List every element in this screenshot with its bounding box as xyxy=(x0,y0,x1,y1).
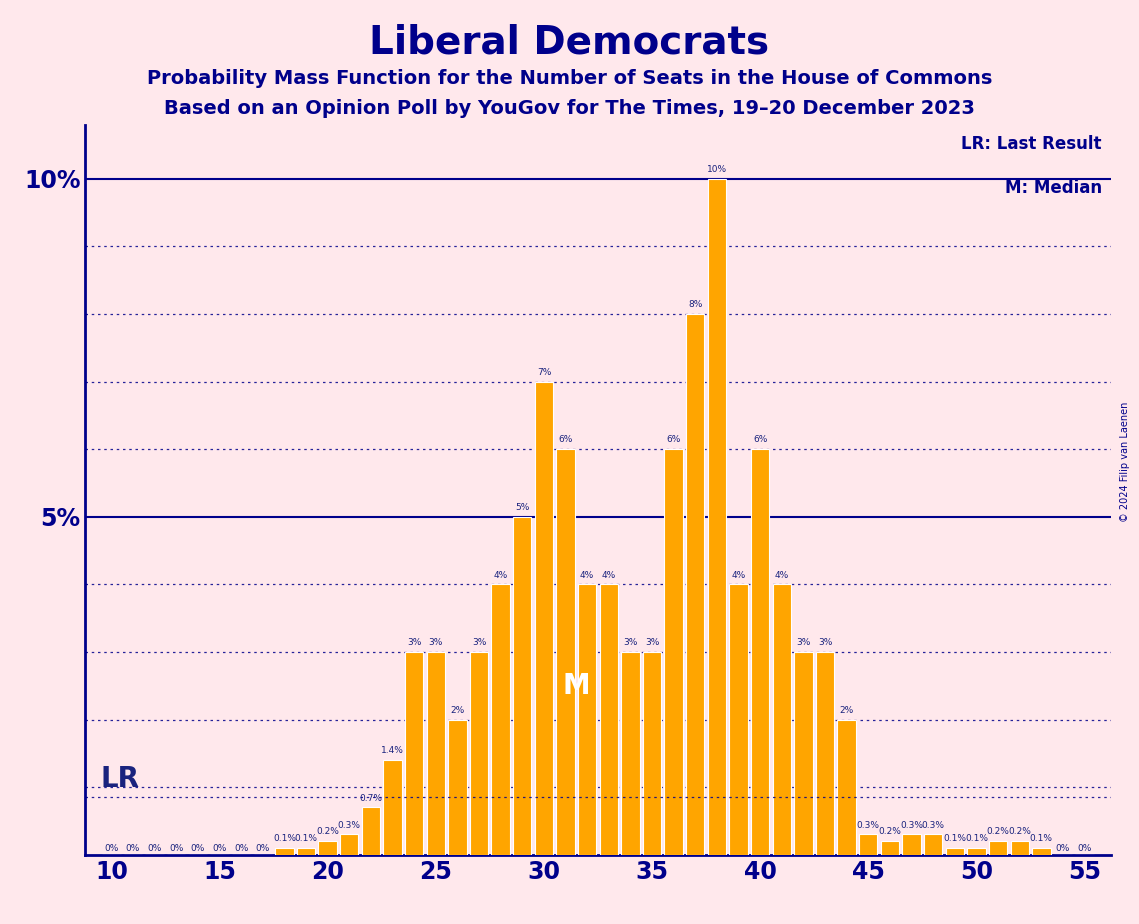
Bar xyxy=(751,449,769,855)
Bar xyxy=(902,834,920,855)
Bar xyxy=(319,841,337,855)
Text: 0.3%: 0.3% xyxy=(921,821,944,830)
Bar xyxy=(384,760,402,855)
Text: Liberal Democrats: Liberal Democrats xyxy=(369,23,770,61)
Text: 3%: 3% xyxy=(645,638,659,647)
Text: 4%: 4% xyxy=(731,571,746,579)
Text: 0%: 0% xyxy=(125,845,140,854)
Text: 0.2%: 0.2% xyxy=(317,828,339,836)
Text: 0.3%: 0.3% xyxy=(900,821,923,830)
Text: LR: Last Result: LR: Last Result xyxy=(961,135,1101,152)
Bar xyxy=(491,584,510,855)
Bar xyxy=(816,652,834,855)
Bar xyxy=(1010,841,1029,855)
Text: © 2024 Filip van Laenen: © 2024 Filip van Laenen xyxy=(1121,402,1130,522)
Text: 0.3%: 0.3% xyxy=(857,821,879,830)
Text: M: M xyxy=(563,672,590,699)
Bar xyxy=(880,841,899,855)
Text: 1.4%: 1.4% xyxy=(382,747,404,755)
Text: 0.1%: 0.1% xyxy=(943,834,966,844)
Text: M: Median: M: Median xyxy=(1005,179,1101,197)
Bar xyxy=(794,652,812,855)
Text: 0%: 0% xyxy=(169,845,183,854)
Text: 3%: 3% xyxy=(623,638,638,647)
Text: 4%: 4% xyxy=(493,571,508,579)
Bar xyxy=(772,584,790,855)
Bar xyxy=(967,848,985,855)
Bar xyxy=(297,848,316,855)
Text: Probability Mass Function for the Number of Seats in the House of Commons: Probability Mass Function for the Number… xyxy=(147,69,992,89)
Text: 5%: 5% xyxy=(515,503,530,512)
Text: 6%: 6% xyxy=(558,435,573,444)
Text: 0%: 0% xyxy=(1077,845,1092,854)
Text: 0.2%: 0.2% xyxy=(986,828,1009,836)
Bar xyxy=(621,652,640,855)
Bar xyxy=(945,848,964,855)
Text: 4%: 4% xyxy=(601,571,616,579)
Text: 0%: 0% xyxy=(255,845,270,854)
Text: 3%: 3% xyxy=(796,638,811,647)
Bar xyxy=(341,834,359,855)
Text: 4%: 4% xyxy=(580,571,595,579)
Bar xyxy=(989,841,1007,855)
Bar xyxy=(642,652,662,855)
Bar xyxy=(556,449,575,855)
Text: Based on an Opinion Poll by YouGov for The Times, 19–20 December 2023: Based on an Opinion Poll by YouGov for T… xyxy=(164,99,975,118)
Bar xyxy=(664,449,683,855)
Text: 2%: 2% xyxy=(839,706,854,715)
Text: 0.7%: 0.7% xyxy=(360,794,383,803)
Text: 0%: 0% xyxy=(147,845,162,854)
Text: 0.1%: 0.1% xyxy=(965,834,988,844)
Bar xyxy=(599,584,618,855)
Bar xyxy=(729,584,747,855)
Bar xyxy=(686,314,705,855)
Text: 0.2%: 0.2% xyxy=(1008,828,1031,836)
Bar xyxy=(924,834,942,855)
Bar xyxy=(276,848,294,855)
Text: 4%: 4% xyxy=(775,571,789,579)
Text: 10%: 10% xyxy=(707,165,727,174)
Text: 3%: 3% xyxy=(818,638,833,647)
Text: 6%: 6% xyxy=(666,435,681,444)
Bar xyxy=(469,652,489,855)
Text: 0%: 0% xyxy=(233,845,248,854)
Bar xyxy=(405,652,424,855)
Bar xyxy=(577,584,597,855)
Bar xyxy=(859,834,877,855)
Bar xyxy=(534,382,554,855)
Text: 3%: 3% xyxy=(472,638,486,647)
Bar xyxy=(513,517,532,855)
Bar xyxy=(837,720,855,855)
Text: 3%: 3% xyxy=(407,638,421,647)
Text: 0%: 0% xyxy=(1056,845,1071,854)
Text: 8%: 8% xyxy=(688,300,703,310)
Bar xyxy=(1032,848,1050,855)
Text: 2%: 2% xyxy=(450,706,465,715)
Text: 0.1%: 0.1% xyxy=(295,834,318,844)
Text: 3%: 3% xyxy=(428,638,443,647)
Text: 0.3%: 0.3% xyxy=(338,821,361,830)
Text: 0%: 0% xyxy=(104,845,118,854)
Text: LR: LR xyxy=(100,764,140,793)
Text: 7%: 7% xyxy=(536,368,551,377)
Bar xyxy=(707,179,727,855)
Text: 0%: 0% xyxy=(190,845,205,854)
Text: 0.2%: 0.2% xyxy=(878,828,901,836)
Text: 0.1%: 0.1% xyxy=(1030,834,1052,844)
Bar xyxy=(427,652,445,855)
Text: 6%: 6% xyxy=(753,435,768,444)
Bar xyxy=(362,808,380,855)
Bar xyxy=(449,720,467,855)
Text: 0.1%: 0.1% xyxy=(273,834,296,844)
Text: 0%: 0% xyxy=(212,845,227,854)
